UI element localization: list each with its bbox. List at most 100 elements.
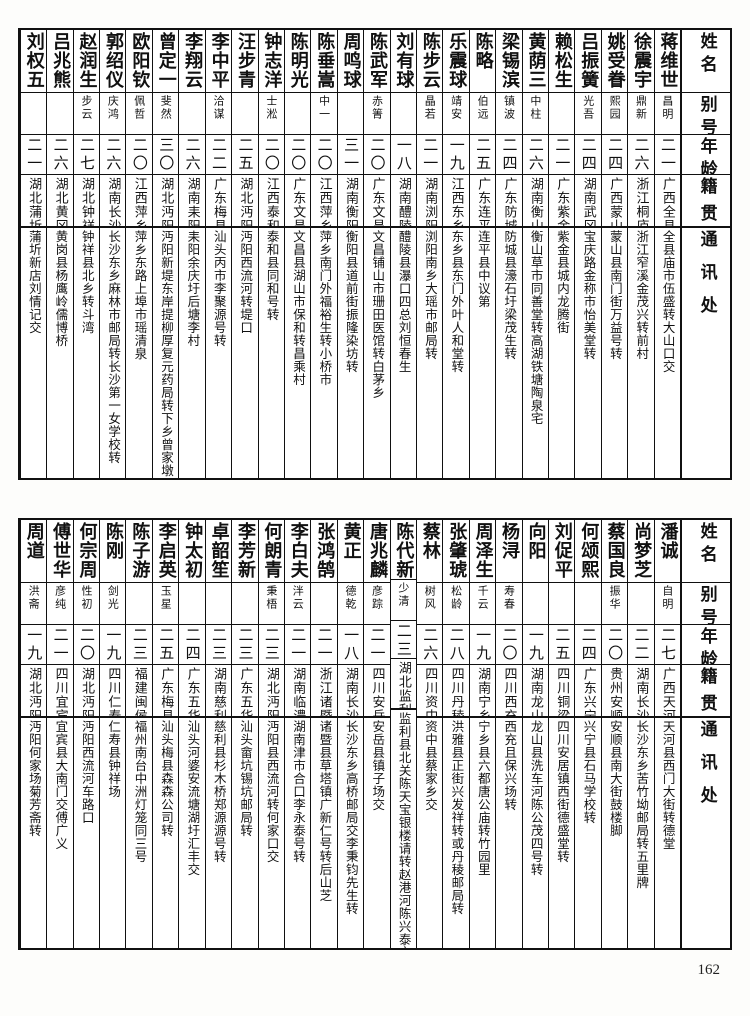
entry-address-text: 东乡县东门外叶人和堂转 — [449, 230, 465, 373]
entry-age: 二一 — [416, 134, 443, 174]
entry-name-text: 何朗青 — [261, 522, 283, 579]
entry-age-text: 一八 — [342, 627, 361, 663]
entry-native-text: 四川铜梁 — [554, 667, 570, 716]
row-label-alias: 别号 — [682, 92, 730, 134]
entry-age: 二一 — [47, 624, 73, 664]
entry-native: 浙江桐庐 — [628, 174, 654, 226]
entry-address: 衡阳县道前街振隆染坊转 — [337, 226, 364, 478]
entry-name: 蒋维世 — [655, 30, 680, 92]
entry-native: 湖南衡山 — [522, 174, 548, 226]
entry-address-text: 汕头丙市李聚源号转 — [211, 230, 227, 347]
entry-name-text: 汪步青 — [234, 32, 256, 89]
entry-address: 宝庆路金称市怡美堂转 — [575, 226, 601, 478]
entry-age-text: 二一 — [51, 627, 70, 663]
entry-address-text: 浙江窄溪金茂兴转前村 — [634, 230, 650, 360]
roster-entry-column: 欧阳钦 佩哲 二〇 江西萍乡 萍乡东路上埠市瑶清泉 — [125, 30, 152, 478]
entry-name-text: 梁锡滨 — [499, 32, 521, 89]
entry-address: 蒲圻新店刘情记交 — [20, 226, 47, 478]
entry-address-text: 仁寿县钟祥场 — [106, 720, 122, 798]
entry-address: 防城县濠石圩梁茂生转 — [496, 226, 522, 478]
entry-name: 吕振簧 — [575, 30, 600, 92]
entry-name-text: 唐兆麟 — [367, 522, 388, 579]
entry-age-text: 二八 — [447, 627, 466, 663]
entry-alias — [628, 582, 654, 624]
entry-address-text: 蒙山县南门街万益号转 — [607, 230, 623, 360]
entry-native: 广东梅县 — [205, 174, 232, 226]
entry-address: 四川安居镇西街德盛堂转 — [548, 716, 575, 948]
entry-address: 福州南台中洲灯笼同三号 — [126, 716, 152, 948]
entry-age-text: 二一 — [553, 137, 572, 173]
entry-address-text: 汕头河婆安流塘湖圩汇丰交 — [185, 720, 201, 876]
entry-address-text: 兴宁县石马学校转 — [581, 720, 597, 824]
entry-age-text: 二四 — [606, 137, 625, 173]
entry-alias: 镇波 — [496, 92, 522, 134]
entry-native: 广东文昌 — [284, 174, 311, 226]
row-label-name: 姓名 — [682, 30, 730, 92]
entry-address-text: 四川安居镇西街德盛堂转 — [555, 720, 571, 863]
entry-name-text: 黄正 — [340, 522, 362, 560]
entry-age: 二六 — [416, 624, 443, 664]
entry-address: 宜宾县大南门交傅广义 — [47, 716, 73, 948]
row-label-column: 姓名 别号 年龄 籍贯 通讯处 — [680, 520, 730, 948]
entry-native: 湖北沔阳 — [232, 174, 258, 226]
row-label-alias-text: 别号 — [696, 95, 717, 134]
entry-age: 二一 — [364, 624, 390, 664]
entry-address: 长沙东乡麻林市邮局转长沙第一女学校转 — [100, 226, 126, 478]
entry-name-text: 刘促平 — [551, 522, 573, 579]
entry-alias-text: 步云 — [79, 95, 93, 121]
entry-name: 张肇琥 — [443, 520, 468, 582]
entry-alias-text: 性初 — [79, 585, 93, 611]
entry-name-text: 吕振簧 — [578, 32, 600, 89]
entry-alias — [522, 582, 548, 624]
entry-name: 李白夫 — [285, 520, 310, 582]
entry-alias-text: 昌明 — [660, 95, 674, 121]
entry-address-text: 泰和县同和号转 — [264, 230, 280, 321]
entry-address-text: 安岳县镇子场交 — [370, 720, 386, 811]
roster-entry-column: 周鸣球 三一 湖南衡阳 衡阳县道前街振隆染坊转 — [336, 30, 364, 478]
entry-alias-text: 洪斋 — [27, 585, 41, 611]
entry-alias-text: 玉星 — [159, 585, 173, 611]
entry-native: 湖南长沙 — [100, 174, 126, 226]
entry-age: 二五 — [232, 134, 258, 174]
entry-native-text: 湖南长沙 — [105, 177, 121, 226]
entry-address-text: 萍乡东路上埠市瑶清泉 — [132, 230, 148, 360]
entry-alias: 洽谋 — [205, 92, 232, 134]
row-label-address: 通讯处 — [682, 716, 730, 948]
entry-age: 二六 — [628, 134, 654, 174]
entry-address-text: 文昌县湖山市保和转昌乘村 — [290, 230, 306, 386]
entry-address-text: 天河县西门大街转德堂 — [660, 720, 676, 850]
entry-age-text: 二〇 — [368, 137, 387, 173]
entry-age-text: 二一 — [421, 137, 440, 173]
entry-address: 宁乡县六都唐公庙转竹园里 — [469, 716, 496, 948]
entry-name-text: 赵润生 — [76, 32, 98, 89]
entry-alias — [232, 92, 258, 134]
row-label-alias-text: 别号 — [696, 585, 717, 624]
entry-address-text: 长沙东乡麻林市邮局转长沙第一女学校转 — [106, 230, 122, 464]
entry-age: 二〇 — [311, 134, 337, 174]
entry-name-text: 李翔云 — [182, 32, 204, 89]
entry-native: 湖南醴陵 — [390, 174, 416, 226]
entry-native: 湖南耒阳 — [179, 174, 205, 226]
entry-age-text: 二一 — [25, 137, 44, 173]
entry-name-text: 蒋维世 — [657, 32, 679, 89]
entry-native: 湖南宁乡 — [469, 664, 496, 716]
entry-name: 张鸿鹄 — [311, 520, 336, 582]
row-label-age-text: 年龄 — [696, 627, 717, 664]
entry-age: 二五 — [152, 624, 179, 664]
entry-name-text: 钟志洋 — [261, 32, 283, 89]
entry-native-text: 江西泰和 — [263, 177, 279, 226]
entry-age-text: 二〇 — [262, 137, 281, 173]
entry-age: 二六 — [100, 134, 126, 174]
entry-address: 慈利县杉木桥郑源源号转 — [205, 716, 232, 948]
entry-address: 长沙东乡苦竹坳邮局转五里牌 — [628, 716, 654, 948]
entry-age-text: 三一 — [342, 137, 361, 173]
entry-name-text: 蔡林 — [419, 522, 441, 560]
entry-name-text: 陈明光 — [287, 32, 309, 89]
entry-alias: 千云 — [469, 582, 496, 624]
roster-entry-column: 卓韶笙 二三 湖南慈利 慈利县杉木桥郑源源号转 — [204, 520, 232, 948]
entry-age-text: 二四 — [579, 137, 598, 173]
entry-address: 文昌县湖山市保和转昌乘村 — [284, 226, 311, 478]
entry-native-text: 湖南长沙 — [343, 667, 359, 716]
row-label-age-text: 年龄 — [696, 137, 717, 174]
entry-native: 江西萍乡 — [126, 174, 152, 226]
